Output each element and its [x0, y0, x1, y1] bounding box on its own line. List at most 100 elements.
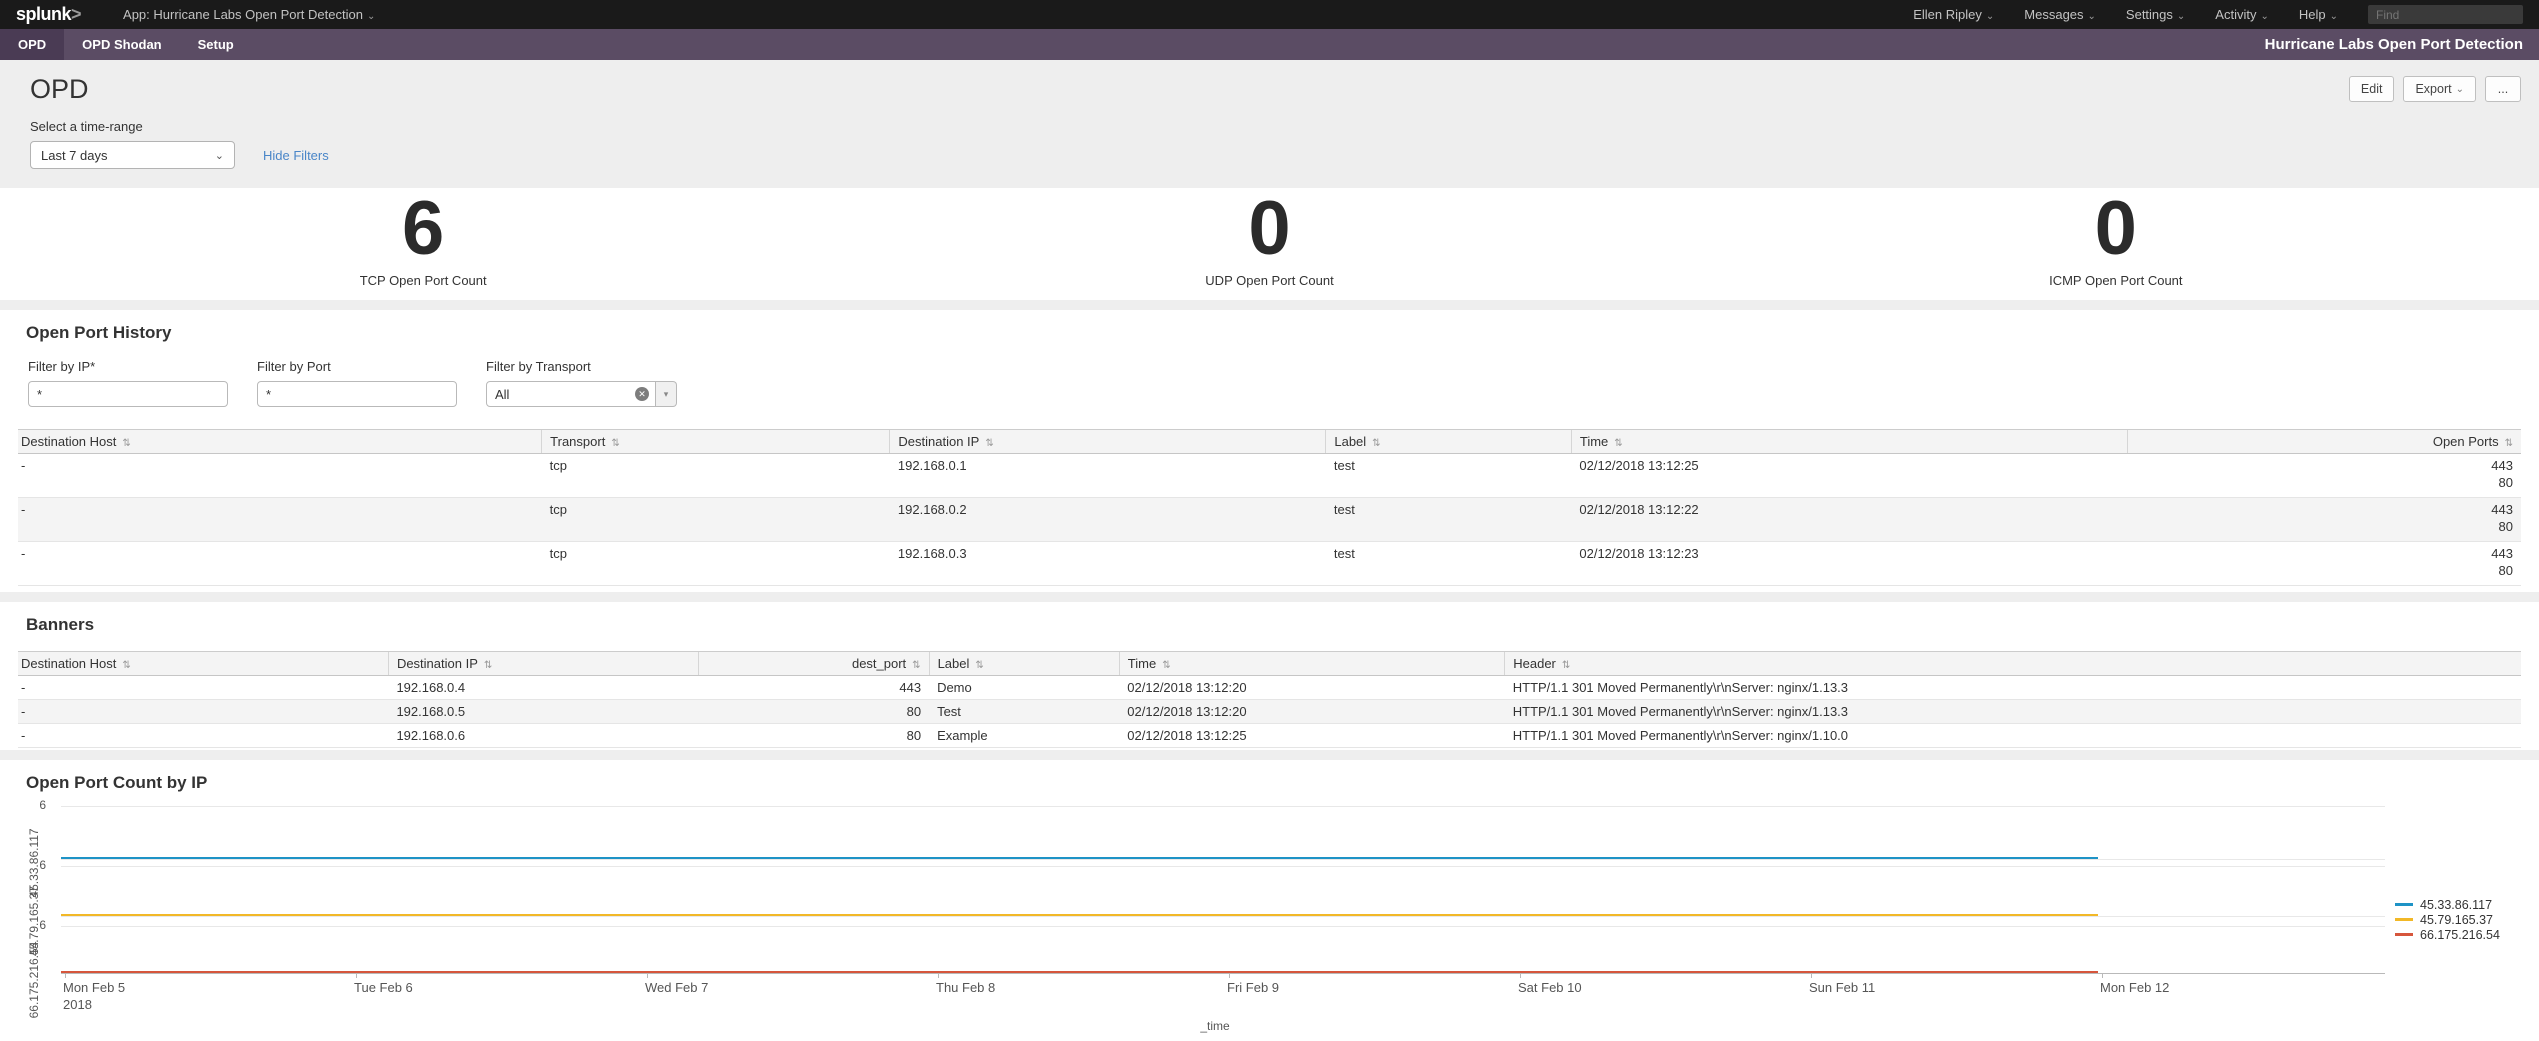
table-cell: tcp: [549, 502, 567, 517]
x-axis-tick-label: Mon Feb 5: [63, 980, 126, 995]
x-axis-tick: [647, 973, 648, 978]
filter-label: Filter by Transport: [486, 359, 591, 374]
column-header-label: Destination Host: [21, 656, 117, 671]
y-axis-tick-label: 6: [39, 798, 46, 812]
topbar-menu-activity[interactable]: Activity ⌄: [2215, 7, 2269, 22]
table-cell: test: [1333, 458, 1355, 473]
column-header-destination-ip[interactable]: Destination IP ⇅: [889, 429, 1326, 454]
column-header-destination-host[interactable]: Destination Host ⇅: [18, 651, 389, 676]
table-body: - tcp 192.168.0.1 test 02/12/2018 13:12:25 44…: [18, 454, 2521, 586]
legend-item-66-175-216-54[interactable]: 66.175.216.54: [2395, 927, 2500, 942]
chevron-down-icon: ⌄: [2329, 11, 2338, 22]
table-cell: tcp: [549, 546, 567, 561]
x-axis-line: [61, 973, 2385, 974]
sort-icon: ⇅: [122, 660, 131, 671]
single-value-label: TCP Open Port Count: [359, 273, 487, 288]
column-header-label[interactable]: Label ⇅: [928, 651, 1120, 676]
sort-icon: ⇅: [912, 660, 921, 671]
table-cell: 443 80: [2491, 502, 2513, 534]
sort-icon: ⇅: [483, 660, 493, 671]
open-port-history-panel: Open Port History Filter by IP*Filter by…: [0, 310, 2539, 592]
export-button[interactable]: Export ⌄: [2403, 76, 2476, 102]
table-cell: Test: [937, 704, 961, 719]
column-header-destination-ip[interactable]: Destination IP ⇅: [387, 651, 699, 676]
table-cell: 02/12/2018 13:12:20: [1127, 680, 1247, 695]
app-menu[interactable]: App: Hurricane Labs Open Port Detection ⌄: [123, 7, 376, 22]
topbar-menu-messages[interactable]: Messages ⌄: [2024, 7, 2096, 22]
filter-group: Filter by Port: [257, 359, 457, 407]
chevron-down-icon: ⌄: [2087, 11, 2096, 22]
single-value-number: 0: [2094, 186, 2137, 271]
chevron-down-icon: ⌄: [2260, 11, 2269, 22]
table-cell: 192.168.0.6: [396, 728, 466, 743]
table-cell: 02/12/2018 13:12:25: [1127, 728, 1247, 743]
legend-swatch: [2395, 903, 2413, 906]
sort-icon: ⇅: [611, 438, 620, 449]
series-line-66-175-216-54: [61, 971, 2098, 973]
column-header-label[interactable]: Label ⇅: [1325, 429, 1572, 454]
x-axis-tick-label: Sat Feb 10: [1518, 980, 1582, 995]
nav-item-group: OPD OPD Shodan Setup: [0, 29, 252, 60]
topbar-menu-help[interactable]: Help ⌄: [2298, 7, 2338, 22]
series-line-45-79-165-37: [61, 914, 2098, 916]
chevron-down-icon: ⌄: [366, 11, 376, 22]
triangle-down-icon: ▾: [663, 388, 669, 399]
x-axis-tick-label: Thu Feb 8: [936, 980, 996, 995]
top-chrome-bar: splunk> App: Hurricane Labs Open Port De…: [0, 0, 2539, 29]
x-axis-tick-label: Tue Feb 6: [354, 980, 413, 995]
table-cell: 02/12/2018 13:12:25: [1579, 458, 1699, 473]
table-cell: tcp: [549, 458, 567, 473]
splunk-logo[interactable]: splunk>: [16, 4, 82, 24]
column-header-time[interactable]: Time ⇅: [1570, 429, 2128, 454]
sort-icon: ⇅: [975, 660, 984, 671]
find-input[interactable]: [2368, 5, 2523, 24]
table-cell: HTTP/1.1 301 Moved Permanently\r\nServer…: [1512, 704, 1849, 719]
column-header-open-ports[interactable]: Open Ports ⇅: [2127, 429, 2521, 454]
app-navbar: OPD OPD Shodan Setup Hurricane Labs Open P…: [0, 29, 2539, 60]
table-cell: 80: [906, 704, 922, 719]
column-header-dest_port[interactable]: dest_port ⇅: [698, 651, 930, 676]
panel-title: Open Port History: [26, 323, 172, 342]
filter-input-filter-by-port[interactable]: [257, 381, 457, 407]
filter-input-filter-by-ip-[interactable]: [28, 381, 228, 407]
app-title: Hurricane Labs Open Port Detection: [2264, 36, 2523, 53]
single-value-label: ICMP Open Port Count: [2049, 273, 2183, 288]
chart-legend: 45.33.86.117 45.79.165.37 66.175.216.54: [2395, 897, 2500, 942]
table-row: - 192.168.0.6 80 Example 02/12/2018 13:12:25…: [18, 724, 2521, 748]
table-cell: -: [21, 728, 26, 743]
table-cell: -: [21, 458, 26, 473]
dashboard-header: OPD Edit Export ⌄ ...: [0, 60, 2539, 105]
sort-icon: ⇅: [1561, 660, 1571, 671]
column-header-transport[interactable]: Transport ⇅: [541, 429, 890, 454]
x-axis-title: _time: [1200, 1019, 1230, 1033]
filter-transport-dropdown[interactable]: All ✕: [486, 381, 656, 407]
legend-item-45-79-165-37[interactable]: 45.79.165.37: [2395, 912, 2500, 927]
clear-icon[interactable]: ✕: [635, 387, 649, 401]
nav-item-opd-shodan[interactable]: OPD Shodan: [82, 37, 162, 52]
dropdown-arrow-button[interactable]: ▾: [656, 381, 677, 407]
legend-swatch: [2395, 918, 2413, 921]
single-value-number: 0: [1248, 186, 1291, 271]
topbar-right-menus: Ellen Ripley ⌄ Messages ⌄ Settings ⌄ Activity ⌄…: [1913, 5, 2523, 24]
column-header-label: Time: [1579, 434, 1609, 449]
column-header-destination-host[interactable]: Destination Host ⇅: [18, 429, 542, 454]
topbar-menu-settings[interactable]: Settings ⌄: [2125, 7, 2186, 22]
x-axis-tick: [356, 973, 357, 978]
time-range-dropdown[interactable]: Last 7 days ⌄: [30, 141, 235, 169]
column-header-time[interactable]: Time ⇅: [1118, 651, 1505, 676]
chart-title: Open Port Count by IP: [26, 773, 208, 792]
table-cell: 192.168.0.4: [396, 680, 466, 695]
nav-item-opd[interactable]: OPD: [0, 29, 65, 60]
hide-filters-link[interactable]: Hide Filters: [263, 147, 329, 163]
column-header-header[interactable]: Header ⇅: [1504, 651, 2521, 676]
edit-button[interactable]: Edit: [2348, 76, 2395, 102]
table-header: Destination Host ⇅ Transport ⇅ Destination I…: [18, 429, 2521, 454]
topbar-menu-ellen-ripley[interactable]: Ellen Ripley ⌄: [1913, 7, 1995, 22]
table-cell: 192.168.0.2: [897, 502, 967, 517]
nav-item-setup[interactable]: Setup: [197, 37, 234, 52]
legend-item-45-33-86-117[interactable]: 45.33.86.117: [2395, 897, 2500, 912]
single-value-row: 6 TCP Open Port Count 0 UDP Open Port Count…: [0, 188, 2539, 300]
x-axis-year-label: 2018: [63, 997, 92, 1012]
table-cell: -: [21, 546, 26, 561]
more-actions-button[interactable]: ...: [2485, 76, 2521, 102]
